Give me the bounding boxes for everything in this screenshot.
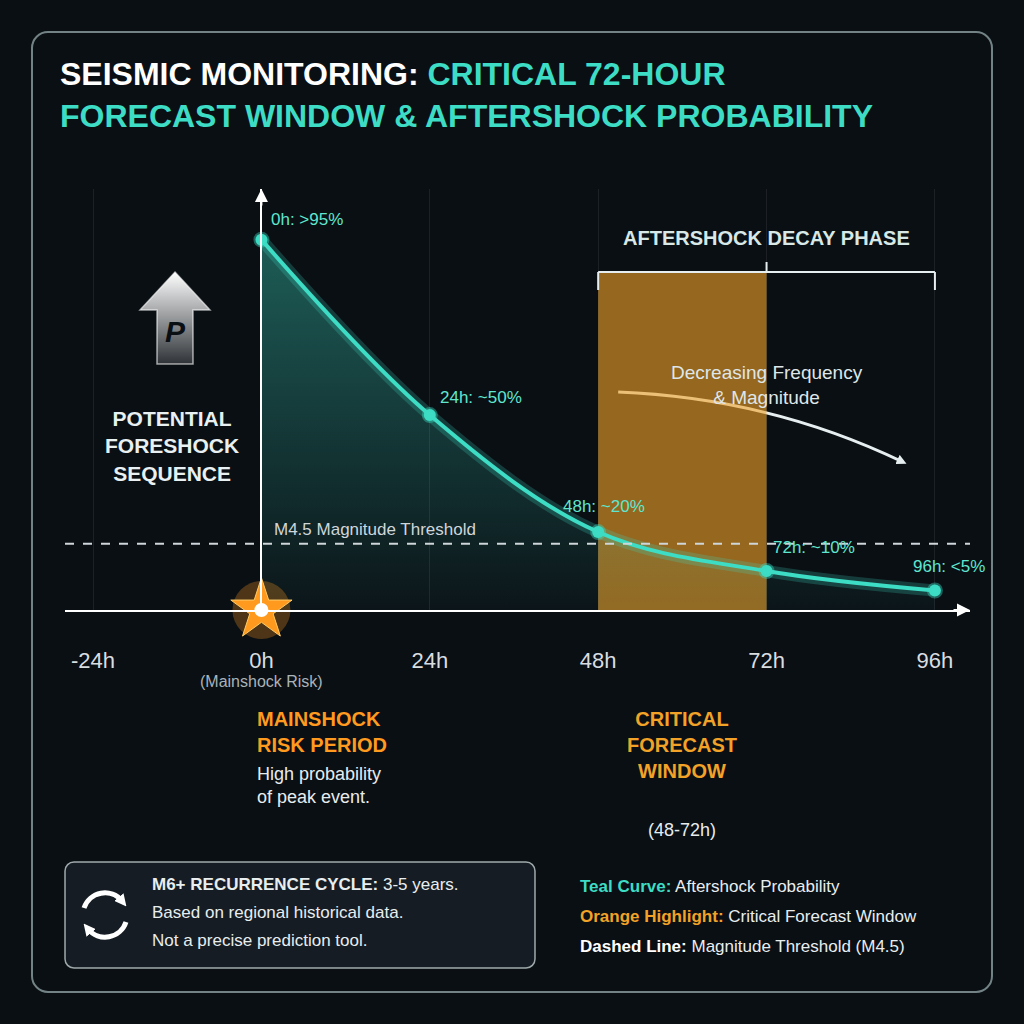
svg-text:24h: ~50%: 24h: ~50% — [440, 388, 522, 407]
svg-text:Teal Curve: Aftershock Probabi: Teal Curve: Aftershock Probability — [580, 877, 840, 896]
svg-text:(48-72h): (48-72h) — [648, 820, 716, 840]
svg-text:0h: >95%: 0h: >95% — [271, 210, 343, 229]
svg-text:MAINSHOCKRISK PERIOD: MAINSHOCKRISK PERIOD — [257, 708, 387, 756]
svg-text:(Mainshock Risk): (Mainshock Risk) — [200, 673, 323, 690]
svg-text:AFTERSHOCK DECAY PHASE: AFTERSHOCK DECAY PHASE — [623, 227, 910, 249]
svg-text:POTENTIALFORESHOCKSEQUENCE: POTENTIALFORESHOCKSEQUENCE — [105, 407, 239, 485]
svg-text:Not a precise prediction tool.: Not a precise prediction tool. — [152, 931, 367, 950]
svg-text:72h: 72h — [748, 648, 785, 673]
svg-text:Decreasing Frequency& Magnitud: Decreasing Frequency& Magnitude — [671, 362, 863, 408]
svg-text:48h: ~20%: 48h: ~20% — [563, 497, 645, 516]
svg-text:High probabilityof peak event.: High probabilityof peak event. — [257, 764, 381, 807]
svg-text:M4.5 Magnitude Threshold: M4.5 Magnitude Threshold — [274, 520, 476, 539]
svg-text:-24h: -24h — [71, 648, 115, 673]
svg-text:96h: 96h — [917, 648, 954, 673]
svg-text:72h: ~10%: 72h: ~10% — [773, 538, 855, 557]
svg-text:48h: 48h — [580, 648, 617, 673]
svg-text:Based on regional historical d: Based on regional historical data. — [152, 903, 403, 922]
svg-text:0h: 0h — [249, 648, 273, 673]
svg-text:24h: 24h — [411, 648, 448, 673]
svg-text:Orange Highlight: Critical For: Orange Highlight: Critical Forecast Wind… — [580, 907, 917, 926]
svg-text:Dashed Line: Magnitude Thresho: Dashed Line: Magnitude Threshold (M4.5) — [580, 937, 905, 956]
svg-text:CRITICALFORECASTWINDOW: CRITICALFORECASTWINDOW — [627, 708, 737, 782]
svg-text:P: P — [165, 315, 186, 348]
svg-text:SEISMIC MONITORING: CRITICAL 7: SEISMIC MONITORING: CRITICAL 72-HOURFORE… — [60, 56, 873, 134]
svg-text:96h: <5%: 96h: <5% — [913, 557, 985, 576]
svg-text:M6+ RECURRENCE CYCLE: 3-5 year: M6+ RECURRENCE CYCLE: 3-5 years. — [152, 875, 459, 894]
